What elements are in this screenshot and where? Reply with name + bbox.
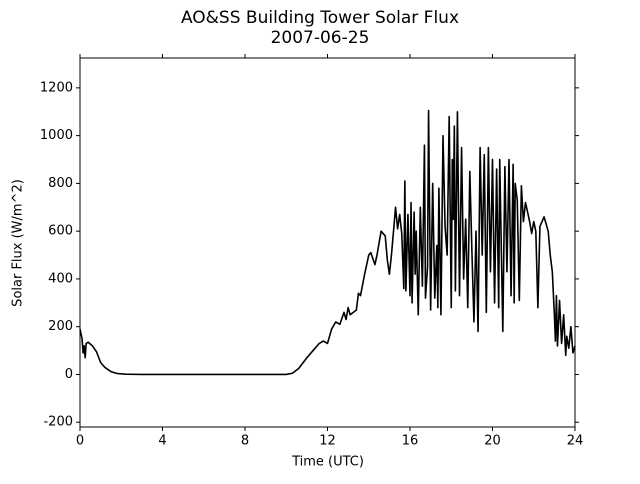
x-tick-label: 4 [158, 434, 166, 449]
y-axis-label: Solar Flux (W/m^2) [11, 179, 26, 307]
y-tick-label: 800 [48, 176, 73, 191]
data-line [79, 109, 576, 376]
x-tick-label: 16 [402, 434, 419, 449]
y-tick-label: -200 [43, 415, 73, 430]
x-axis-label: Time (UTC) [291, 455, 364, 470]
chart-title: AO&SS Building Tower Solar Flux [181, 8, 459, 28]
x-tick-label: 24 [567, 434, 584, 449]
x-tick-label: 0 [76, 434, 84, 449]
plot-frame [79, 57, 576, 428]
y-tick-label: 1200 [40, 80, 73, 95]
y-tick-label: 200 [48, 319, 73, 334]
y-tick-label: 600 [48, 224, 73, 239]
x-tick-label: 12 [319, 434, 336, 449]
chart-subtitle: 2007-06-25 [271, 28, 370, 48]
y-tick-label: 0 [65, 367, 73, 382]
x-tick-label: 8 [241, 434, 249, 449]
y-tick-label: 1000 [40, 128, 73, 143]
x-tick-label: 20 [484, 434, 501, 449]
y-tick-label: 400 [48, 271, 73, 286]
